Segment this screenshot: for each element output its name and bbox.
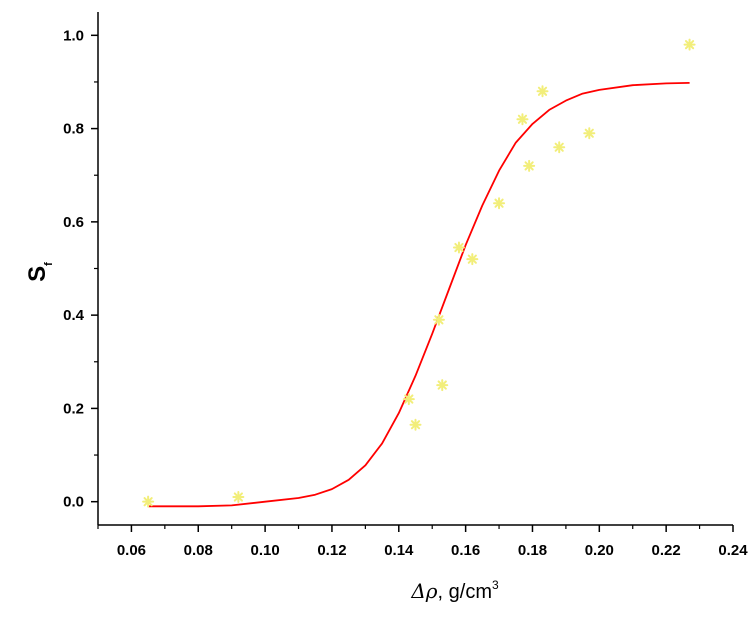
x-tick-label: 0.06 <box>117 542 146 559</box>
axes <box>97 12 733 526</box>
data-point <box>432 313 445 326</box>
fit-line-group <box>148 82 690 508</box>
y-tick-label: 0.4 <box>63 307 85 324</box>
data-point <box>683 38 696 51</box>
x-tick-label: 0.20 <box>585 542 614 559</box>
y-tick-label: 0.2 <box>63 400 84 417</box>
x-axis-title-symbol: Δρ <box>410 579 437 603</box>
data-point <box>493 197 506 210</box>
x-tick-label: 0.08 <box>184 542 213 559</box>
data-point-stroke <box>467 254 477 264</box>
data-point-stroke <box>434 315 444 325</box>
x-ticks: 0.06 0.08 0.10 0.12 0.14 0.16 0.18 0.20 0.22 0.24 <box>97 525 748 559</box>
data-point-stroke <box>404 394 414 404</box>
x-tick-label: 0.10 <box>251 542 280 559</box>
y-axis-title: Sf <box>24 262 55 282</box>
data-point-stroke <box>684 40 695 50</box>
x-tick-label: 0.14 <box>384 542 414 559</box>
data-point-stroke <box>437 380 447 390</box>
x-tick-label: 0.22 <box>652 542 681 559</box>
x-tick-label: 0.12 <box>317 542 346 559</box>
data-point-stroke <box>454 242 464 253</box>
x-tick-label: 0.24 <box>718 542 748 559</box>
y-tick-label: 0.8 <box>63 121 84 138</box>
data-point <box>516 113 529 126</box>
x-tick-label: 0.16 <box>451 542 480 559</box>
data-point <box>523 159 536 172</box>
data-point <box>402 393 415 406</box>
data-point-stroke <box>524 161 534 171</box>
y-tick-label: 1.0 <box>63 27 84 44</box>
y-tick-label: 0.6 <box>63 214 84 231</box>
data-point <box>583 127 596 140</box>
data-point-stroke <box>584 128 594 138</box>
data-point <box>409 418 422 431</box>
y-ticks: 0.0 0.2 0.4 0.6 0.8 1.0 <box>63 27 98 511</box>
data-point <box>436 379 449 392</box>
data-point <box>536 85 549 98</box>
x-tick-label: 0.18 <box>518 542 547 559</box>
data-point-stroke <box>517 114 528 124</box>
data-point-stroke <box>410 420 421 430</box>
data-point <box>232 491 245 504</box>
data-point <box>452 241 465 254</box>
data-points <box>142 38 696 508</box>
data-point <box>142 495 155 508</box>
data-point <box>466 253 479 266</box>
data-point <box>553 141 566 154</box>
y-axis-title-sub: f <box>43 262 55 266</box>
fit-curve <box>148 82 690 508</box>
data-point-stroke <box>537 86 548 96</box>
data-point-stroke <box>554 142 564 152</box>
y-tick-label: 0.0 <box>63 494 84 511</box>
data-point-stroke <box>233 492 243 502</box>
x-axis-title-unit: , g/cm <box>438 581 492 603</box>
x-axis-title-sup: 3 <box>492 578 499 592</box>
y-axis-title-base: S <box>24 266 51 282</box>
data-point-stroke <box>494 198 504 208</box>
x-axis-title: Δρ, g/cm3 <box>410 578 499 603</box>
data-point-stroke <box>143 497 153 507</box>
